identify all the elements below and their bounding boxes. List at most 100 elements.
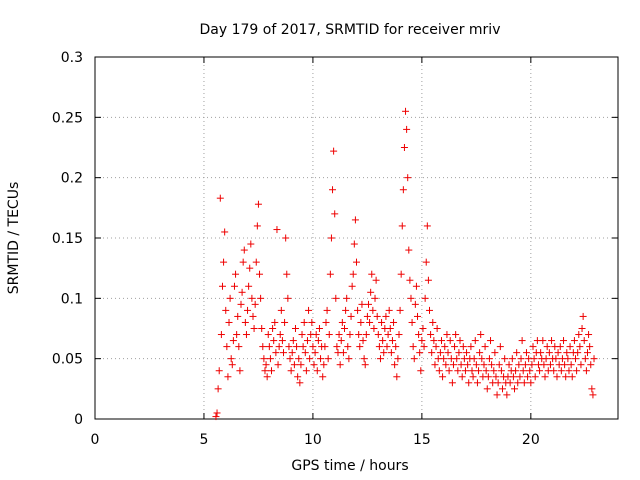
data-point [376,355,384,363]
data-point [574,349,582,357]
data-point [515,361,523,369]
data-point [457,361,465,369]
data-point [391,361,399,369]
data-point [323,306,331,314]
data-point [322,318,330,326]
data-point [428,349,436,357]
data-point [575,331,583,339]
data-point [472,361,480,369]
data-point [422,258,430,266]
data-point [543,343,551,351]
data-point [557,367,565,375]
data-point [583,349,591,357]
data-point [216,194,224,202]
data-point [531,373,539,381]
data-point [299,343,307,351]
data-point [291,325,299,332]
data-point [473,379,481,387]
data-point [241,318,249,326]
data-point [257,294,265,302]
data-point [268,367,276,375]
data-point [282,234,290,242]
data-point [402,107,410,115]
data-point [249,312,257,320]
data-point [542,355,550,363]
data-point [490,367,498,375]
data-point [277,306,285,314]
data-point [213,409,221,417]
data-point [369,306,377,314]
data-point [522,349,530,357]
data-point [248,294,256,302]
data-point [399,186,407,194]
y-tick-label: 0.25 [52,110,83,126]
data-point [400,144,408,151]
data-point [411,300,419,308]
data-point [483,385,491,393]
data-point [247,240,255,248]
data-point [576,343,584,351]
data-point [430,337,438,345]
data-point [510,385,518,393]
data-point [433,325,441,332]
data-point [293,343,301,351]
grid [95,57,618,419]
data-point [235,343,243,351]
data-point [371,294,379,302]
data-point [520,379,528,387]
data-point [317,355,325,363]
data-point [552,355,560,363]
data-point [404,174,412,182]
y-tick-label: 0.15 [52,231,83,247]
data-point [362,331,370,339]
data-point [244,306,252,314]
data-point [339,349,347,357]
data-point [221,228,229,236]
data-point [550,367,558,375]
data-point [493,391,501,399]
axis-ticks: 0 0.05 0.1 0.15 0.2 0.25 0.3 0 5 10 15 20 [52,50,618,448]
data-point [297,361,305,369]
data-point [337,337,345,345]
data-point [536,367,544,375]
data-point [384,331,392,339]
data-point [396,306,404,314]
data-point [565,367,573,375]
data-point [295,355,303,363]
data-point [214,385,222,393]
data-point [368,270,376,278]
data-point [554,349,562,357]
data-point [506,379,514,387]
data-point [246,264,254,272]
data-point [503,391,511,399]
data-point [424,276,432,284]
data-point [290,361,298,369]
data-point [303,337,311,345]
data-point [237,300,245,308]
data-point [421,294,429,302]
chart-title: Day 179 of 2017, SRMTID for receiver mri… [200,22,501,38]
data-point [239,258,247,266]
data-point [276,331,284,339]
data-point [329,186,337,194]
data-point [347,312,355,320]
data-point [561,361,569,369]
data-point [416,349,424,357]
data-point [224,373,232,381]
data-point [226,294,234,302]
data-point [412,282,420,290]
data-point [586,343,594,351]
data-point [296,379,304,387]
data-point [492,373,500,381]
data-point [309,343,317,351]
data-point [519,367,527,375]
data-point [259,343,267,351]
data-point [451,343,459,351]
data-point [403,125,411,133]
data-point [386,325,394,332]
data-point [353,258,360,266]
data-point [344,343,352,351]
data-point [579,312,587,320]
data-point [588,385,596,393]
data-point [435,367,443,375]
